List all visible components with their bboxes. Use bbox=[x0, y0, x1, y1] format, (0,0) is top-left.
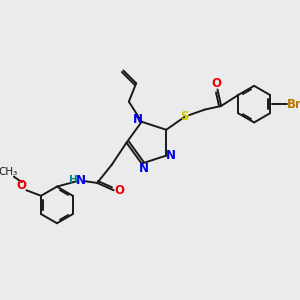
Text: CH₃: CH₃ bbox=[0, 167, 18, 177]
Text: N: N bbox=[139, 162, 148, 175]
Text: N: N bbox=[166, 149, 176, 162]
Text: O: O bbox=[17, 179, 27, 192]
Text: O: O bbox=[114, 184, 124, 197]
Text: S: S bbox=[180, 110, 189, 123]
Text: N: N bbox=[76, 174, 86, 187]
Text: Br: Br bbox=[287, 98, 300, 111]
Text: O: O bbox=[212, 76, 222, 90]
Text: H: H bbox=[69, 175, 78, 185]
Text: N: N bbox=[133, 112, 143, 125]
